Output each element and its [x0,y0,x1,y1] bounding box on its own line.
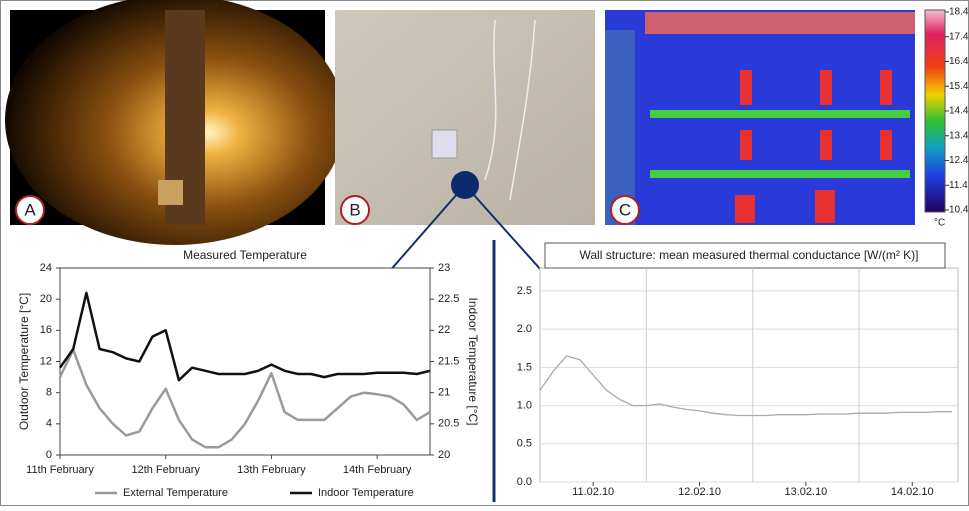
y-tick-label: 8 [46,387,52,399]
y-tick-label: 20 [40,293,52,305]
colorbar [925,10,945,212]
y-tick-label: 24 [40,262,52,274]
x-tick-label: 14.02.10 [891,486,934,498]
y2-tick-label: 20 [438,449,450,461]
colorbar-tick-label: 14.4 [949,106,969,117]
y-tick-label: 16 [40,324,52,336]
photo-c [605,10,915,225]
y-tick-label: 0.5 [517,438,532,450]
y2-tick-label: 23 [438,262,450,274]
colorbar-unit: °C [934,218,945,229]
chart-title: Wall structure: mean measured thermal co… [580,248,919,262]
colorbar-tick-label: 15.4 [949,81,969,92]
x-tick-label: 13.02.10 [784,486,827,498]
x-tick-label: 12.02.10 [678,486,721,498]
marker-dot [451,171,479,199]
y-tick-label: 1.0 [517,399,532,411]
legend-label: Indoor Temperature [318,487,414,499]
x-tick-label: 13th February [237,464,306,476]
y-axis-label: Outdoor Temperature [°C] [17,293,31,430]
x-tick-label: 14th February [343,464,412,476]
figure: °C ABCDE18.417.416.415.414.413.412.411.4… [0,0,969,506]
panel-letter: B [349,200,360,219]
colorbar-tick-label: 13.4 [949,130,969,141]
plot-area [540,268,958,482]
colorbar-tick-label: 17.4 [949,31,969,42]
panel-letter: C [619,200,631,219]
y2-tick-label: 21 [438,387,450,399]
colorbar-tick-label: 11.4 [949,180,968,191]
y2-tick-label: 21.5 [438,355,459,367]
colorbar-tick-label: 16.4 [949,56,969,67]
y-tick-label: 2.0 [517,323,532,335]
photo-a [5,0,345,245]
colorbar-tick-label: 10.4 [949,205,969,216]
y-tick-label: 0.0 [517,476,532,488]
y2-tick-label: 22.5 [438,293,459,305]
x-tick-label: 12th February [131,464,200,476]
y-tick-label: 1.5 [517,361,532,373]
y2-axis-label: Indoor Temperature [°C] [466,298,480,426]
y2-tick-label: 22 [438,324,450,336]
y-tick-label: 12 [40,355,52,367]
x-tick-label: 11th February [26,464,94,476]
colorbar-tick-label: 18.4 [949,7,969,18]
y-tick-label: 4 [46,418,52,430]
panel-letter: A [24,200,36,219]
colorbar-tick-label: 12.4 [949,155,969,166]
y-tick-label: 0 [46,449,52,461]
y2-tick-label: 20.5 [438,418,459,430]
chart-title: Measured Temperature [183,248,307,262]
x-tick-label: 11.02.10 [572,486,614,498]
legend-label: External Temperature [123,487,228,499]
y-tick-label: 2.5 [517,285,532,297]
